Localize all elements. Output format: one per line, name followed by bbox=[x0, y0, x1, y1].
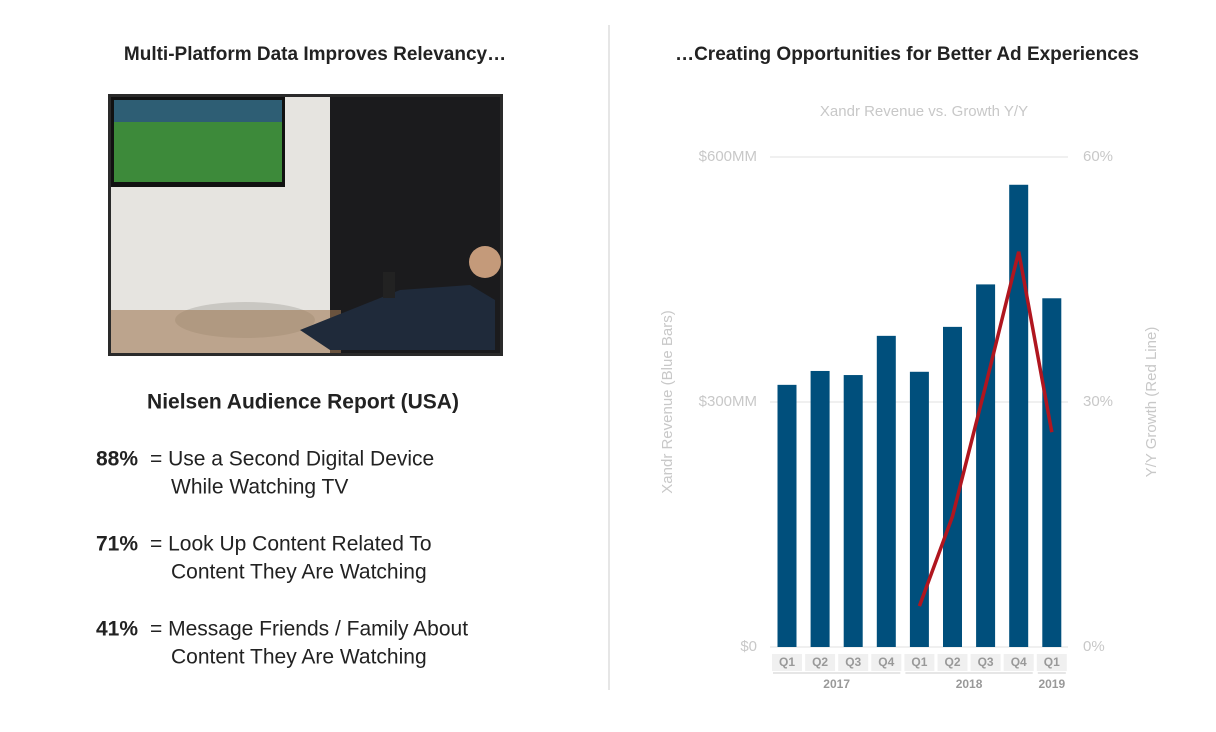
y2-tick-label: 60% bbox=[1083, 148, 1113, 165]
bar bbox=[1042, 298, 1062, 647]
y2-axis-label: Y/Y Growth (Red Line) bbox=[1143, 327, 1160, 478]
x-tick-bg bbox=[1003, 654, 1034, 671]
bar bbox=[976, 284, 996, 647]
bar bbox=[876, 335, 896, 647]
chart-title: Xandr Revenue vs. Growth Y/Y bbox=[820, 103, 1028, 120]
bar bbox=[810, 370, 830, 647]
bar bbox=[843, 375, 863, 647]
item-text: = Use a Second Digital Device bbox=[150, 448, 434, 471]
group-label: 2019 bbox=[1038, 677, 1065, 691]
item-text: = Message Friends / Family About bbox=[150, 618, 468, 641]
x-tick-label: Q2 bbox=[944, 655, 960, 669]
x-tick-bg bbox=[970, 654, 1001, 671]
x-tick-bg bbox=[904, 654, 935, 671]
x-tick-label: Q1 bbox=[779, 655, 795, 669]
x-tick-bg bbox=[937, 654, 968, 671]
right-heading: …Creating Opportunities for Better Ad Ex… bbox=[675, 44, 1139, 65]
bar bbox=[943, 326, 962, 647]
y2-tick-label: 0% bbox=[1083, 638, 1105, 655]
items: 88% = Use a Second Digital Device While Wa… bbox=[96, 448, 468, 669]
x-tick-bg bbox=[871, 654, 902, 671]
group-label: 2017 bbox=[823, 677, 850, 691]
x-tick-bg bbox=[838, 654, 869, 671]
item-text: Content They Are Watching bbox=[171, 646, 427, 669]
x-tick-bg bbox=[772, 654, 802, 671]
line bbox=[917, 251, 1054, 607]
bar bbox=[1009, 184, 1029, 647]
item-text: While Watching TV bbox=[171, 476, 348, 499]
photo bbox=[108, 94, 503, 356]
x-tick-bg bbox=[805, 654, 836, 671]
bar bbox=[777, 384, 797, 647]
item-pct: 88% bbox=[96, 448, 138, 471]
x-tick-label: Q4 bbox=[1011, 655, 1027, 669]
item-pct: 71% bbox=[96, 533, 138, 556]
chart: Xandr Revenue vs. Growth Y/Y Xandr Revenu… bbox=[659, 103, 1160, 691]
x-tick-label: Q4 bbox=[878, 655, 894, 669]
left-heading: Multi-Platform Data Improves Relevancy… bbox=[124, 44, 506, 65]
bar bbox=[909, 371, 929, 647]
x-tick-label: Q3 bbox=[845, 655, 861, 669]
y-tick-label: $600MM bbox=[699, 148, 757, 165]
y-tick-label: $0 bbox=[740, 638, 757, 655]
x-tick-label: Q2 bbox=[812, 655, 828, 669]
y-tick-label: $300MM bbox=[699, 393, 757, 410]
y2-tick-label: 30% bbox=[1083, 393, 1113, 410]
item-pct: 41% bbox=[96, 618, 138, 641]
item-text: = Look Up Content Related To bbox=[150, 533, 432, 556]
item-text: Content They Are Watching bbox=[171, 561, 427, 584]
x-tick-bg bbox=[1036, 654, 1067, 671]
x-tick-label: Q3 bbox=[978, 655, 994, 669]
x-tick-label: Q1 bbox=[911, 655, 927, 669]
x-tick-label: Q1 bbox=[1044, 655, 1060, 669]
group-label: 2018 bbox=[956, 677, 983, 691]
y-axis-label: Xandr Revenue (Blue Bars) bbox=[659, 310, 676, 493]
report-title: Nielsen Audience Report (USA) bbox=[147, 391, 459, 414]
